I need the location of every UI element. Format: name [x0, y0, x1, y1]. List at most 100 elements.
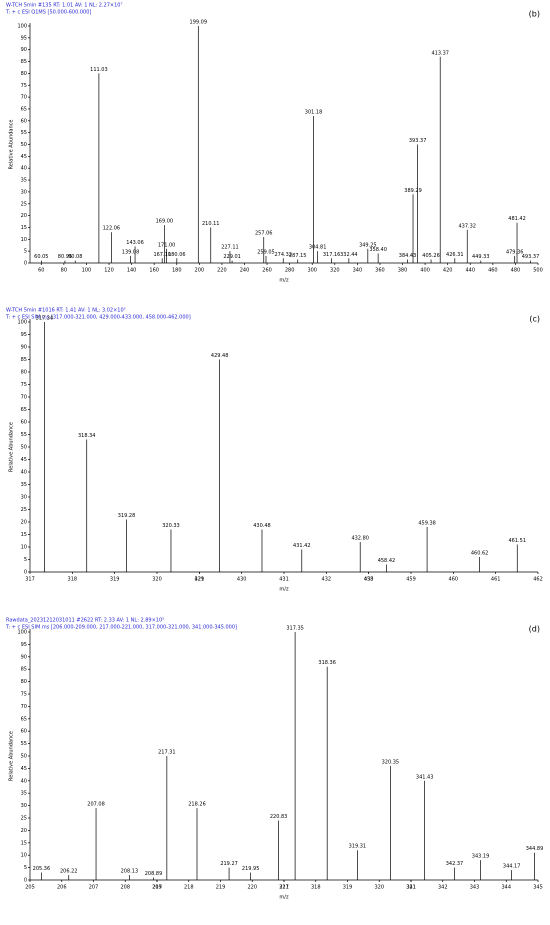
y-tick-label: 25 [21, 201, 27, 207]
peak-label: 479.36 [506, 249, 524, 255]
x-tick-label: 321 [406, 885, 416, 891]
peak-label: 341.43 [416, 774, 434, 780]
x-tick-label: 221 [279, 885, 289, 891]
peak-label: 227.11 [221, 245, 239, 251]
peak-label: 344.17 [503, 864, 521, 870]
peak-label: 342.37 [446, 861, 464, 867]
peak-label: 317.34 [36, 316, 54, 322]
peak-label: 437.32 [458, 223, 476, 229]
peak-label: 319.28 [118, 513, 136, 519]
y-tick-label: 45 [21, 766, 27, 772]
x-tick-label: 300 [307, 268, 317, 274]
y-tick-label: 5 [24, 557, 27, 563]
peak-label: 481.42 [508, 216, 526, 222]
y-tick-label: 80 [21, 71, 27, 77]
x-tick-label: 318 [311, 885, 321, 891]
x-tick-label: 60 [38, 268, 44, 274]
y-axis-label: Relative Abundance [9, 731, 15, 781]
x-tick-label: 459 [406, 577, 416, 583]
y-tick-label: 95 [21, 642, 27, 648]
y-tick-label: 65 [21, 407, 27, 413]
peak-label: 122.06 [103, 226, 121, 232]
peak-label: 180.06 [168, 252, 186, 258]
y-tick-label: 10 [21, 545, 27, 551]
x-tick-label: 431 [279, 577, 289, 583]
scan-filter: T: + c ESI Q1MS [50.000-600.000] [5, 10, 91, 16]
x-tick-label: 432 [322, 577, 332, 583]
x-tick-label: 318 [68, 577, 78, 583]
peak-label: 429.48 [211, 353, 229, 359]
y-tick-label: 0 [24, 878, 27, 884]
y-axis-label: Relative Abundance [9, 120, 15, 170]
peak-label: 139.08 [122, 249, 140, 255]
y-tick-label: 0 [24, 570, 27, 576]
y-tick-label: 35 [21, 482, 27, 488]
y-tick-label: 30 [21, 803, 27, 809]
peak-label: 287.15 [289, 253, 307, 259]
y-tick-label: 5 [24, 249, 27, 255]
peak-label: 229.01 [223, 254, 241, 260]
peak-label: 320.35 [382, 759, 400, 765]
x-tick-label: 180 [172, 268, 182, 274]
y-tick-label: 30 [21, 189, 27, 195]
x-tick-label: 220 [217, 268, 227, 274]
y-tick-label: 25 [21, 816, 27, 822]
peak-label: 167.10 [153, 252, 171, 258]
x-tick-label: 320 [152, 577, 162, 583]
peak-label: 393.37 [409, 138, 427, 144]
peak-label: 219.95 [242, 866, 260, 872]
peak-label: 219.27 [220, 861, 238, 867]
y-tick-label: 55 [21, 741, 27, 747]
y-tick-label: 25 [21, 507, 27, 513]
y-tick-label: 45 [21, 154, 27, 160]
x-tick-label: 317 [279, 885, 289, 891]
y-tick-label: 75 [21, 83, 27, 89]
x-tick-label: 219 [216, 885, 226, 891]
y-tick-label: 20 [21, 828, 27, 834]
y-tick-label: 95 [21, 35, 27, 41]
peak-label: 169.00 [156, 219, 174, 225]
x-tick-label: 345 [533, 885, 543, 891]
peak-label: 320.33 [162, 523, 180, 529]
peak-label: 210.11 [202, 221, 220, 227]
x-axis-label: m/z [279, 895, 289, 901]
peak-label: 431.42 [293, 543, 311, 549]
x-tick-label: 462 [533, 577, 543, 583]
y-tick-label: 5 [24, 865, 27, 871]
x-tick-label: 420 [443, 268, 453, 274]
y-tick-label: 35 [21, 178, 27, 184]
x-axis-label: m/z [279, 278, 289, 284]
panel-label: (d) [529, 625, 540, 634]
peak-label: 257.06 [255, 230, 273, 236]
spectrum-header: W-TCH 5min #1016 RT: 1.41 AV: 1 NL: 3.02… [6, 308, 126, 314]
y-tick-label: 60 [21, 729, 27, 735]
y-tick-label: 65 [21, 106, 27, 112]
peak-label: 199.09 [190, 20, 208, 26]
x-tick-label: 344 [501, 885, 511, 891]
x-tick-label: 342 [438, 885, 448, 891]
x-tick-label: 340 [353, 268, 363, 274]
x-tick-label: 100 [82, 268, 92, 274]
x-tick-label: 320 [330, 268, 340, 274]
x-tick-label: 460 [488, 268, 498, 274]
y-tick-label: 15 [21, 840, 27, 846]
scan-filter: T: + c ESI SIM ms [206.000-209.000, 217.… [5, 625, 237, 631]
peak-label: 274.32 [274, 252, 292, 258]
peak-label: 349.25 [359, 242, 377, 248]
peak-label: 207.08 [87, 802, 105, 808]
x-tick-label: 280 [285, 268, 295, 274]
x-tick-label: 319 [110, 577, 120, 583]
y-tick-label: 80 [21, 679, 27, 685]
y-tick-label: 70 [21, 395, 27, 401]
peak-label: 318.36 [318, 660, 336, 666]
peak-label: 217.31 [158, 750, 176, 756]
y-tick-label: 80 [21, 370, 27, 376]
scan-filter: T: + c ESI SIM ms [317.000-321.000, 429.… [5, 315, 191, 321]
x-tick-label: 200 [195, 268, 205, 274]
x-tick-label: 160 [149, 268, 159, 274]
x-tick-label: 320 [374, 885, 384, 891]
x-tick-label: 460 [449, 577, 459, 583]
x-tick-label: 205 [25, 885, 35, 891]
x-tick-label: 217 [152, 885, 162, 891]
peak-label: 301.18 [305, 110, 323, 116]
